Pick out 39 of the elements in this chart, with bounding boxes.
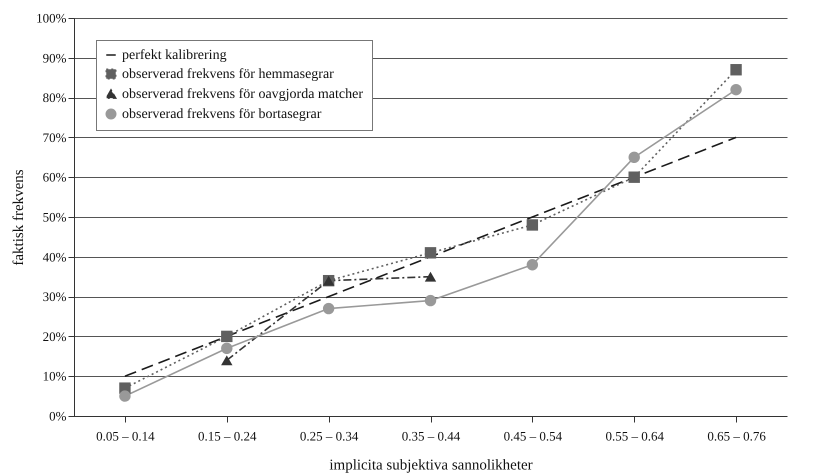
- x-tick-label: 0.05 – 0.14: [96, 428, 156, 444]
- point: [526, 219, 538, 231]
- legend-label: observerad frekvens för bortasegrar: [122, 107, 322, 122]
- point: [628, 152, 640, 163]
- point: [526, 259, 538, 270]
- x-tick-label: 0.55 – 0.64: [605, 428, 664, 444]
- x-tick-label: 0.25 – 0.34: [300, 428, 359, 444]
- x-tick-label: 0.45 – 0.54: [504, 428, 563, 444]
- legend-label: observerad frekvens för hemmasegrar: [122, 67, 334, 82]
- y-tick-label: 70%: [42, 130, 67, 145]
- point: [628, 172, 640, 183]
- x-tick-label: 0.65 – 0.76: [707, 428, 766, 444]
- point: [424, 294, 436, 306]
- y-tick-label: 50%: [42, 210, 67, 224]
- x-axis-title: implicita subjektiva sannolikheter: [329, 458, 533, 474]
- y-tick-label: 0%: [49, 408, 67, 424]
- point: [730, 64, 742, 76]
- x-tick-label: 0.15 – 0.24: [198, 428, 258, 444]
- point: [119, 390, 131, 402]
- y-tick-label: 80%: [42, 90, 67, 106]
- y-axis-title: faktisk frekvens: [11, 169, 28, 266]
- point: [322, 302, 334, 314]
- legend-label: observerad frekvens för oavgjorda matcher: [122, 87, 364, 102]
- y-tick-label: 30%: [42, 289, 67, 304]
- y-tick-label: 100%: [36, 10, 67, 26]
- y-tick-label: 10%: [42, 368, 67, 384]
- point: [424, 247, 436, 259]
- legend-label: perfekt kalibrering: [122, 48, 227, 63]
- point: [730, 84, 742, 96]
- y-tick-label: 40%: [42, 249, 67, 264]
- point: [221, 355, 232, 366]
- y-tick-label: 90%: [42, 50, 67, 66]
- y-tick-label: 60%: [42, 170, 67, 185]
- point: [221, 330, 232, 342]
- x-tick-label: 0.35 – 0.44: [402, 428, 461, 444]
- line-series: [124, 136, 737, 377]
- y-tick-label: 20%: [42, 328, 67, 344]
- point: [221, 342, 232, 354]
- point: [424, 272, 436, 282]
